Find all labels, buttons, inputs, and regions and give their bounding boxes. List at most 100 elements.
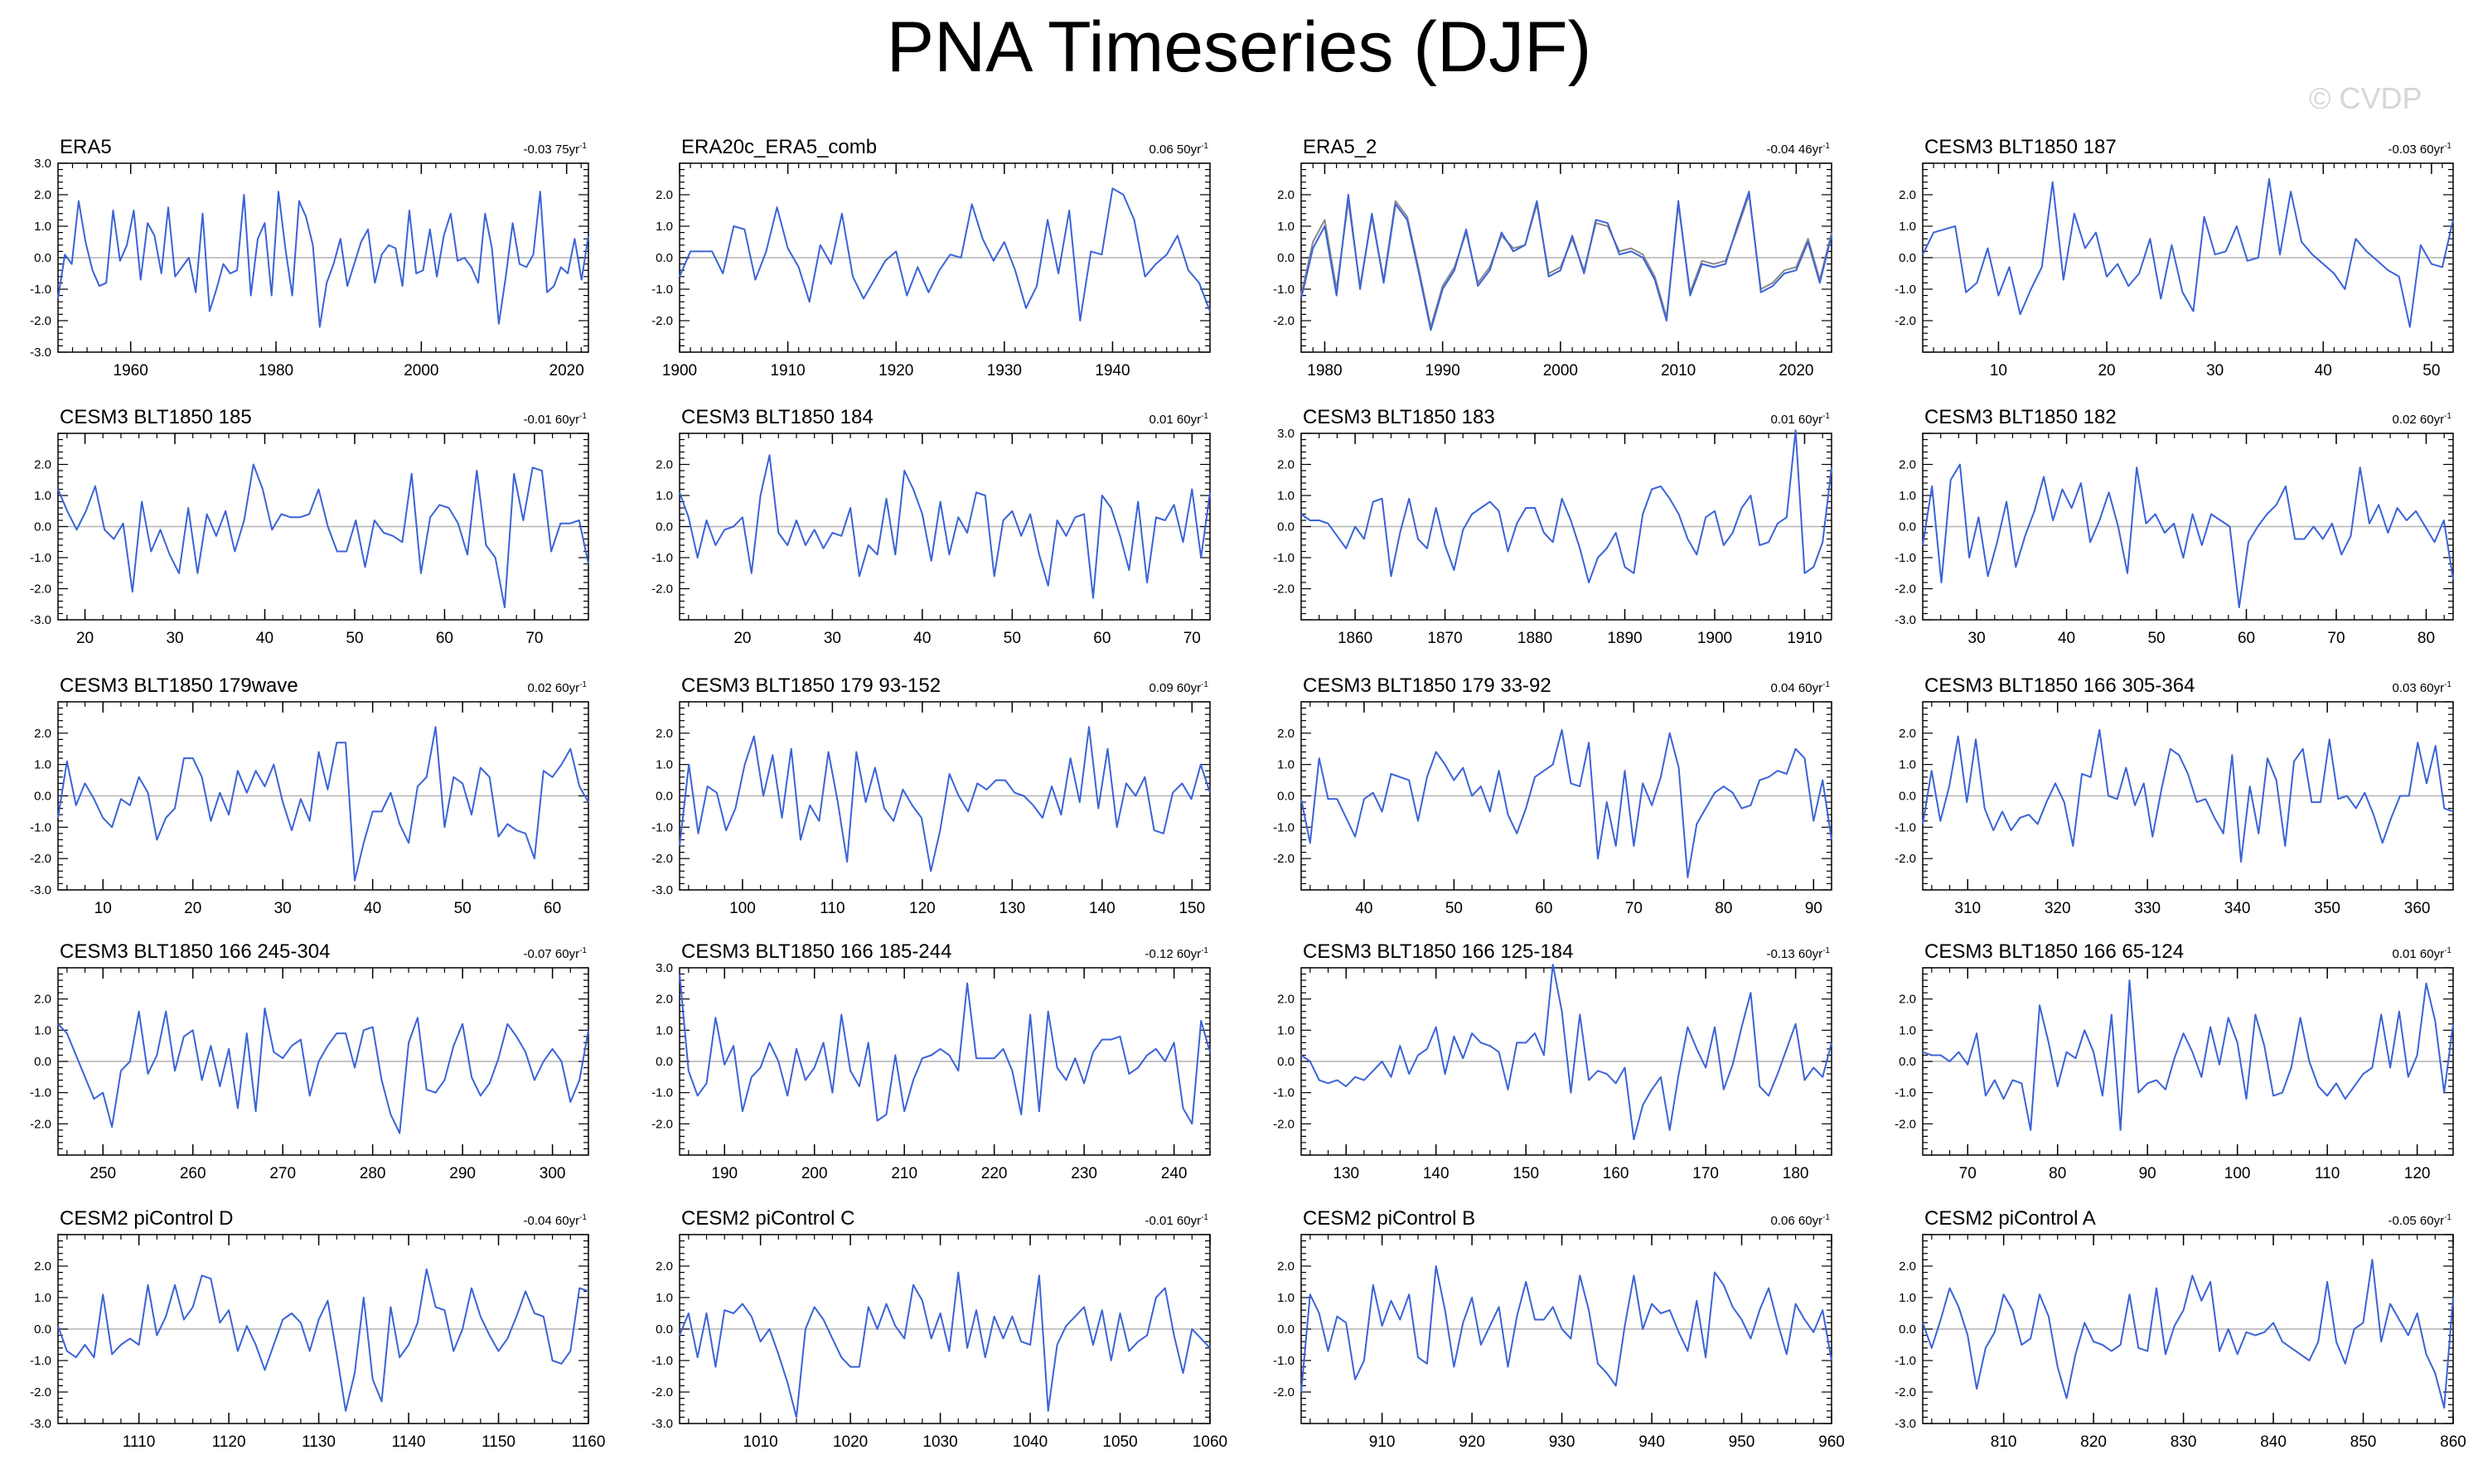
trend-unit: yr [569, 947, 580, 961]
y-tick-label: 1.0 [1277, 1023, 1295, 1037]
x-tick-label: 170 [1692, 1165, 1719, 1182]
trend-label: 0.06 60yr-1 [1771, 1213, 1831, 1228]
x-tick-label: 1900 [1697, 630, 1732, 647]
y-tick-label: -2.0 [30, 852, 51, 866]
x-tick-label: 70 [525, 630, 543, 647]
y-tick-label: 2.0 [1277, 1259, 1295, 1274]
y-tick-label: 2.0 [656, 1259, 673, 1274]
x-tick-label: 930 [1549, 1433, 1575, 1451]
x-tick-label: 840 [2260, 1433, 2287, 1451]
trend-unit: yr [1191, 947, 1202, 961]
trend-exponent: -1 [579, 680, 587, 689]
y-tick-label: 0.0 [1899, 520, 1916, 534]
x-tick-label: 70 [1959, 1165, 1977, 1182]
panel-title: CESM3 BLT1850 183 [1303, 406, 1495, 428]
y-tick-label: -2.0 [1895, 1117, 1916, 1131]
trend-unit: yr [1813, 1214, 1823, 1228]
trend-unit: yr [2434, 143, 2445, 157]
y-tick-label: 2.0 [1899, 188, 1916, 202]
y-tick-label: -1.0 [1895, 820, 1916, 834]
trend-value: 0.01 60 [1149, 413, 1191, 427]
y-tick-label: 2.0 [656, 727, 673, 741]
trend-exponent: -1 [1822, 946, 1830, 955]
trend-label: -0.01 60yr-1 [524, 412, 588, 427]
series-line [679, 726, 1211, 873]
y-tick-label: 1.0 [1899, 758, 1916, 772]
x-tick-label: 920 [1459, 1433, 1485, 1451]
y-tick-label: -1.0 [30, 820, 51, 834]
trend-label: -0.03 60yr-1 [2388, 142, 2452, 157]
y-tick-label: 2.0 [1277, 727, 1295, 741]
chart-panel: 2.0 1.0 0.0 -1.0 -2.0 20 30 40 50 60 70 CESM3 BLT18… [651, 406, 1211, 647]
x-tick-label: 50 [1004, 630, 1021, 647]
trend-exponent: -1 [2444, 412, 2451, 421]
trend-unit: yr [1191, 1214, 1202, 1228]
y-tick-label: -1.0 [651, 820, 673, 834]
y-tick-label: -1.0 [30, 551, 51, 565]
trend-exponent: -1 [1201, 142, 1208, 151]
x-tick-label: 1060 [1193, 1433, 1227, 1451]
y-tick-label: 1.0 [34, 1023, 51, 1037]
y-tick-label: -1.0 [651, 1354, 673, 1368]
x-tick-label: 130 [999, 900, 1026, 917]
trend-unit: yr [2434, 681, 2445, 695]
x-tick-label: 40 [364, 900, 381, 917]
y-tick-label: -2.0 [1895, 314, 1916, 328]
x-tick-label: 360 [2404, 900, 2431, 917]
trend-exponent: -1 [2444, 680, 2451, 689]
y-tick-label: 2.0 [34, 993, 51, 1007]
trend-unit: yr [1191, 681, 1202, 695]
x-tick-label: 910 [1369, 1433, 1396, 1451]
y-tick-label: 1.0 [656, 220, 673, 234]
x-tick-label: 210 [891, 1165, 917, 1182]
y-tick-label: 3.0 [34, 157, 51, 171]
panel-title: CESM3 BLT1850 187 [1924, 136, 2117, 158]
x-tick-label: 1910 [1787, 630, 1822, 647]
y-tick-label: -1.0 [30, 283, 51, 297]
x-tick-label: 30 [1968, 630, 1986, 647]
y-tick-label: -2.0 [1895, 852, 1916, 866]
trend-value: -0.07 60 [524, 947, 569, 961]
x-tick-label: 2020 [549, 362, 584, 379]
x-tick-label: 320 [2045, 900, 2071, 917]
y-tick-label: 2.0 [656, 458, 673, 472]
x-tick-label: 1870 [1427, 630, 1462, 647]
y-tick-label: 1.0 [1277, 220, 1295, 234]
y-tick-label: -2.0 [651, 1117, 673, 1131]
trend-label: 0.01 60yr-1 [1771, 412, 1831, 427]
chart-panel: 2.0 1.0 0.0 -1.0 -2.0 40 50 60 70 80 90 CESM3 BLT18… [1273, 674, 1832, 917]
x-tick-label: 110 [2315, 1165, 2340, 1182]
y-tick-label: 2.0 [34, 188, 51, 202]
trend-unit: yr [2434, 947, 2445, 961]
y-tick-label: 0.0 [1277, 520, 1295, 534]
trend-unit: yr [1813, 947, 1823, 961]
y-tick-label: 1.0 [656, 1291, 673, 1305]
x-tick-label: 860 [2440, 1433, 2466, 1451]
y-tick-label: -1.0 [651, 283, 673, 297]
series-line [1300, 1265, 1832, 1393]
x-tick-label: 100 [729, 900, 756, 917]
y-tick-label: 0.0 [656, 251, 673, 265]
x-tick-label: 940 [1638, 1433, 1665, 1451]
x-tick-label: 1990 [1425, 362, 1460, 379]
series-line [679, 187, 1211, 321]
trend-label: 0.01 60yr-1 [2393, 946, 2452, 961]
panel-title: CESM3 BLT1850 182 [1924, 406, 2117, 428]
y-tick-label: 0.0 [34, 1055, 51, 1069]
main-title: PNA Timeseries (DJF) [886, 7, 1592, 87]
y-tick-label: 1.0 [656, 758, 673, 772]
trend-value: -0.03 60 [2388, 143, 2434, 157]
x-tick-label: 1120 [212, 1433, 246, 1451]
y-tick-label: 1.0 [1277, 1291, 1295, 1305]
y-tick-label: 2.0 [1277, 458, 1295, 472]
x-tick-label: 20 [2098, 362, 2115, 379]
panel-title: CESM3 BLT1850 179 93-152 [681, 674, 941, 697]
chart-panel: 2.0 1.0 0.0 -1.0 -2.0 -3.0 10 20 30 40 50 60 CESM3 B… [30, 674, 589, 917]
trend-label: 0.09 60yr-1 [1149, 680, 1209, 695]
y-tick-label: 0.0 [1899, 251, 1916, 265]
chart-panel: 2.0 1.0 0.0 -1.0 -2.0 10 20 30 40 50 CESM3 BLT1850… [1895, 136, 2454, 379]
trend-value: 0.01 60 [2393, 947, 2434, 961]
y-tick-label: 0.0 [1277, 790, 1295, 804]
y-tick-label: 0.0 [34, 251, 51, 265]
y-tick-label: 1.0 [34, 220, 51, 234]
